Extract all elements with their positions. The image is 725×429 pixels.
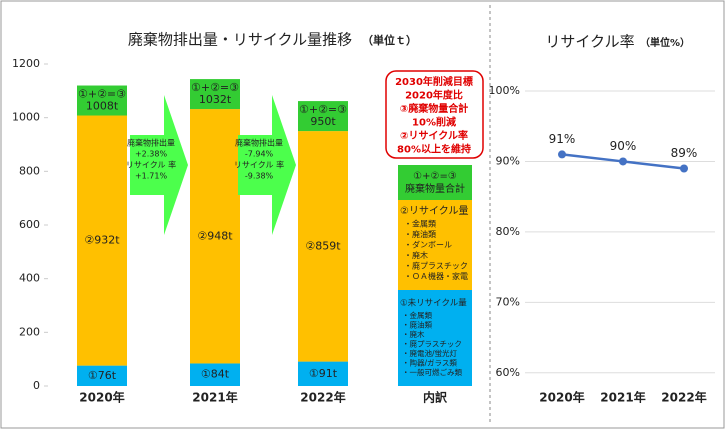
breakdown-item: ・金属類 <box>402 310 432 320</box>
y-tick-label: 70% <box>496 295 520 308</box>
breakdown-title: ②リサイクル量 <box>400 205 468 217</box>
total-box <box>77 85 127 116</box>
target-text: 2030年削減目標 <box>395 75 473 88</box>
breakdown-item: ・廃木 <box>402 329 425 339</box>
arrow-text: -7.94% <box>245 150 274 159</box>
breakdown-title: ①未リサイクル量 <box>400 298 467 309</box>
arrow-text: +1.71% <box>135 172 168 181</box>
breakdown-item: ・ＯＡ機器・家電 <box>404 271 468 281</box>
x-tick-label: 2022年 <box>661 390 706 405</box>
total-label: 1008t <box>86 100 119 113</box>
arrow <box>238 95 296 235</box>
arrow-text: -9.38% <box>245 172 274 181</box>
total-formula: ①+②=③ <box>299 103 347 116</box>
breakdown-item: ・廃油類 <box>402 320 432 330</box>
x-tick-label: 2021年 <box>600 390 645 405</box>
arrow-text: リサイクル 率 <box>234 160 284 170</box>
y-tick-label: 200 <box>19 325 40 338</box>
bar-segment <box>190 109 240 364</box>
total-box <box>298 101 348 132</box>
target-text: ③廃棄物量合計 <box>400 102 468 115</box>
breakdown-item: ・一般可燃ごみ類 <box>402 367 462 377</box>
breakdown-item: ・陶器/ガラス類 <box>402 358 457 368</box>
bar-segment <box>77 365 127 386</box>
breakdown-item: ・廃電池/蛍光灯 <box>402 348 458 358</box>
y-tick-label: 1200 <box>12 57 40 70</box>
point <box>558 150 566 159</box>
arrow-text: 廃棄物排出量 <box>235 138 283 148</box>
y-tick-label: 100% <box>489 84 520 97</box>
y-tick-label: 80% <box>496 225 520 238</box>
y-tick-label: 60% <box>496 366 520 379</box>
data-label: 91% <box>549 132 576 146</box>
point <box>619 157 627 166</box>
target-text: 80%以上を維持 <box>397 143 471 156</box>
bar-segment <box>190 363 240 386</box>
breakdown-item: ・金属類 <box>404 219 436 229</box>
breakdown-text: ①+②=③ <box>413 171 457 182</box>
y-tick-label: 600 <box>19 218 40 231</box>
data-label: ①84t <box>201 368 230 381</box>
total-formula: ①+②=③ <box>191 81 239 94</box>
arrow-text: 廃棄物排出量 <box>127 138 175 148</box>
chart-title: リサイクル率 <box>545 33 634 51</box>
data-label: ②932t <box>84 234 120 247</box>
breakdown-non-recycled <box>398 290 472 386</box>
arrow <box>130 95 188 235</box>
arrow-text: +2.38% <box>135 150 168 159</box>
total-label: 1032t <box>199 93 232 106</box>
unit-label: （単位%） <box>640 36 690 49</box>
breakdown-recycled <box>398 200 472 290</box>
x-tick-label: 2021年 <box>192 390 237 405</box>
data-label: ②948t <box>197 229 233 242</box>
x-tick-label: 内訳 <box>423 390 448 405</box>
bar-segment <box>298 131 348 362</box>
data-label: ①76t <box>88 369 117 382</box>
y-tick-label: 1000 <box>12 111 40 124</box>
data-label: ①91t <box>309 367 338 380</box>
breakdown-item: ・廃油類 <box>404 229 436 239</box>
breakdown-item: ・ダンボール <box>404 240 452 250</box>
unit-label: （単位ｔ） <box>362 33 417 47</box>
x-tick-label: 2020年 <box>539 390 584 405</box>
bar-segment <box>298 361 348 386</box>
data-label: ②859t <box>305 239 341 252</box>
total-label: 950t <box>310 115 336 128</box>
x-tick-label: 2022年 <box>300 390 345 405</box>
bar-segment <box>77 115 127 366</box>
x-tick-label: 2020年 <box>79 390 124 405</box>
target-box <box>385 70 484 159</box>
data-label: 90% <box>610 139 637 153</box>
breakdown-item: ・廃木 <box>404 250 428 260</box>
breakdown-total <box>398 165 472 200</box>
y-tick-label: 400 <box>19 272 40 285</box>
chart-title: 廃棄物排出量・リサイクル量推移 <box>128 31 352 49</box>
total-box <box>190 79 240 110</box>
total-formula: ①+②=③ <box>78 88 126 101</box>
y-tick-label: 0 <box>33 379 40 392</box>
target-text: ②リサイクル率 <box>400 129 468 142</box>
point <box>680 164 688 173</box>
data-label: 89% <box>671 146 698 160</box>
target-text: 2020年度比 <box>405 89 463 102</box>
breakdown-item: ・廃プラスチック <box>402 339 462 349</box>
y-tick-label: 90% <box>496 154 520 167</box>
breakdown-item: ・廃プラスチック <box>404 261 468 271</box>
breakdown-text: 廃棄物量合計 <box>405 182 465 195</box>
arrow-text: リサイクル 率 <box>126 160 176 170</box>
target-text: 10%削減 <box>412 116 456 129</box>
y-tick-label: 800 <box>19 164 40 177</box>
